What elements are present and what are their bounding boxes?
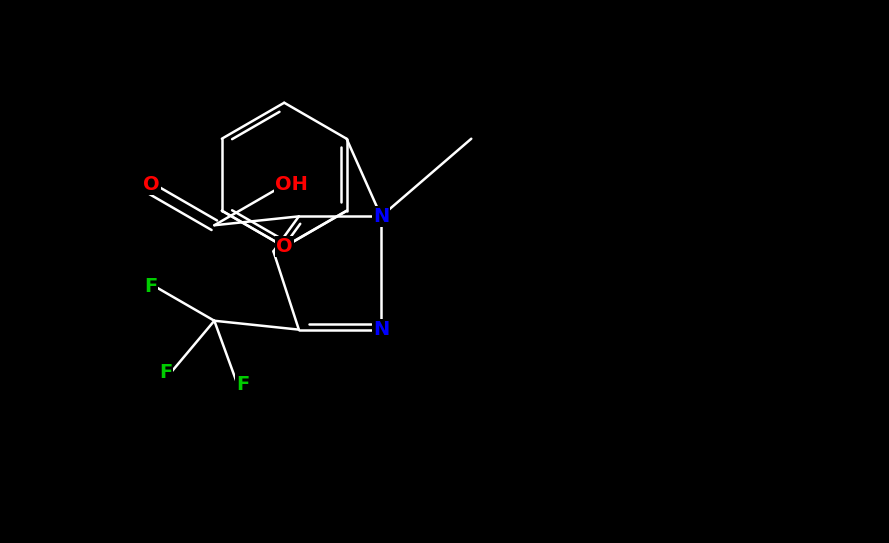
Text: F: F bbox=[236, 375, 249, 394]
Text: O: O bbox=[143, 175, 160, 194]
Text: N: N bbox=[373, 320, 389, 339]
Text: O: O bbox=[276, 237, 292, 256]
Text: N: N bbox=[373, 207, 389, 226]
Text: F: F bbox=[144, 277, 157, 296]
Text: F: F bbox=[159, 363, 172, 382]
Text: OH: OH bbox=[276, 175, 308, 194]
